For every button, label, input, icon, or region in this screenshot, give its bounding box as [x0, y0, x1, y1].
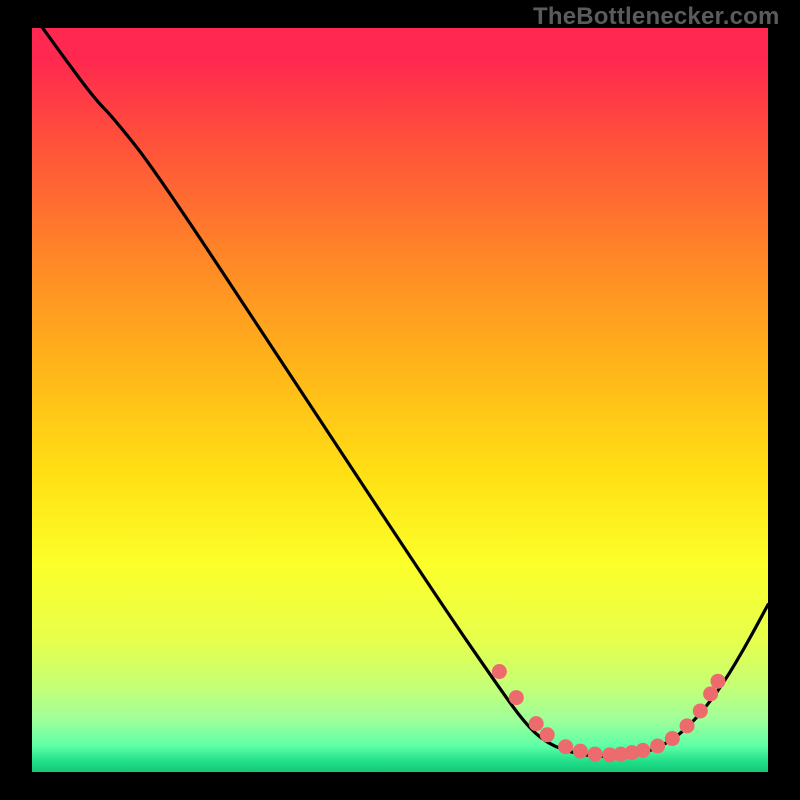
data-marker: [529, 716, 544, 731]
data-marker: [680, 718, 695, 733]
data-marker: [540, 727, 555, 742]
data-marker: [558, 739, 573, 754]
data-marker: [693, 703, 708, 718]
data-marker: [573, 744, 588, 759]
data-marker: [665, 731, 680, 746]
data-marker: [635, 743, 650, 758]
data-markers: [32, 28, 768, 772]
data-marker: [492, 664, 507, 679]
data-marker: [509, 690, 524, 705]
data-marker: [703, 686, 718, 701]
plot-area: [32, 28, 768, 772]
chart-stage: TheBottlenecker.com: [0, 0, 800, 800]
watermark-text: TheBottlenecker.com: [533, 3, 780, 31]
data-marker: [588, 747, 603, 762]
data-marker: [710, 674, 725, 689]
data-marker: [650, 738, 665, 753]
